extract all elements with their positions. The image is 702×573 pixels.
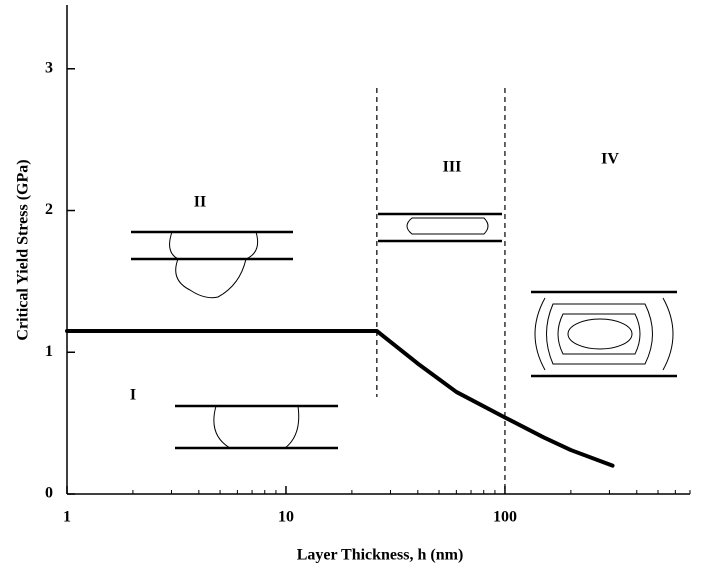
region-label: I xyxy=(130,387,136,404)
y-tick-label: 1 xyxy=(45,343,53,360)
y-tick-label: 0 xyxy=(45,485,53,502)
x-axis-label: Layer Thickness, h (nm) xyxy=(297,547,464,564)
y-tick-label: 3 xyxy=(45,59,53,76)
schematic-i xyxy=(175,404,338,450)
schematic-ii xyxy=(131,230,293,299)
data-line xyxy=(65,329,615,468)
x-tick-label: 10 xyxy=(278,509,294,526)
region-label: IV xyxy=(601,151,619,168)
region-label: III xyxy=(443,159,462,176)
y-axis-label: Critical Yield Stress (GPa) xyxy=(15,159,32,340)
x-tick-label: 100 xyxy=(493,509,517,526)
schematic-iii xyxy=(378,212,502,243)
y-tick-label: 2 xyxy=(45,201,53,218)
region-label: II xyxy=(194,194,206,211)
schematic-iv xyxy=(531,290,677,378)
x-tick-label: 1 xyxy=(63,509,71,526)
